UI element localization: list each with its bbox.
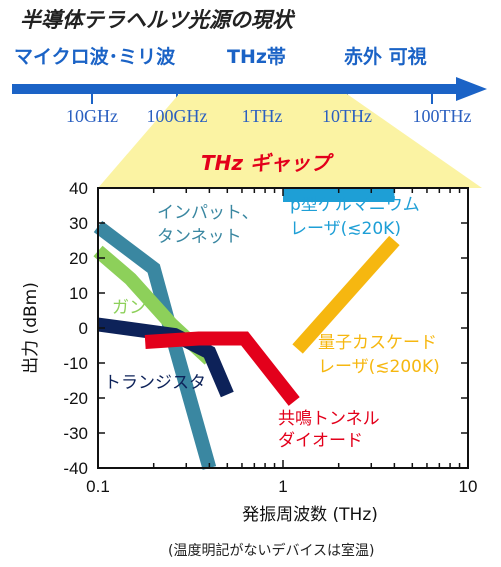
series-qcl-label: レーザ(≲200K) [318, 357, 440, 377]
x-tick-label: 0.1 [86, 477, 110, 496]
band-label-ir-visible: 赤外 可視 [344, 46, 427, 68]
frequency-band-bar [12, 77, 487, 101]
y-tick-label: 20 [69, 249, 88, 268]
series-layer [93, 188, 400, 470]
band-label-thz: THz帯 [227, 46, 286, 68]
freq-label-1thz: 1THz [241, 106, 283, 126]
y-tick-label: -40 [63, 459, 88, 478]
series-impatt-tunnett-label: タンネット [157, 227, 242, 247]
y-tick-label: -30 [63, 424, 88, 443]
y-tick-label: 30 [69, 214, 88, 233]
thz-gap-label: THz ギャップ [201, 151, 330, 175]
x-tick-label: 1 [278, 477, 287, 496]
series-qcl-label: 量子カスケード [318, 333, 437, 353]
axis-tick-labels: 40 30 20 10 0 -10 -20 -30 -400.1 1 10 [63, 179, 477, 496]
y-tick-label: 10 [69, 284, 88, 303]
x-axis-title: 発振周波数 (THz) [242, 505, 378, 525]
series-rtd-label: 共鳴トンネル [278, 409, 380, 429]
series-gunn-label: ガン [112, 298, 146, 318]
thz-gap-highlight [98, 94, 482, 188]
band-label-microwave: マイクロ波･ミリ波 [14, 46, 176, 68]
freq-label-100thz: 100THz [412, 106, 472, 126]
series-rtd-label: ダイオード [278, 431, 363, 451]
series-labels: インパット、タンネットガントランジスタ共鳴トンネルダイオード量子カスケードレーザ… [104, 195, 440, 451]
x-tick-label: 10 [459, 477, 478, 496]
freq-label-10thz: 10THz [322, 106, 372, 126]
y-tick-label: -20 [63, 389, 88, 408]
freq-label-10ghz: 10GHz [66, 106, 118, 126]
y-tick-label: 40 [69, 179, 88, 198]
series-impatt-tunnett-label: インパット、 [157, 203, 259, 223]
axis-ticks [97, 187, 469, 469]
series-rtd [144, 331, 300, 406]
freq-label-100ghz: 100GHz [146, 106, 208, 126]
series-p-ge-laser-label: p型ゲルマニウム [290, 195, 420, 215]
series-p-ge-laser-label: レーザ(≲20K) [290, 219, 401, 239]
y-axis-title: 出力 (dBm) [21, 282, 41, 374]
y-tick-label: -10 [63, 354, 88, 373]
chart-title: 半導体テラヘルツ光源の現状 [20, 8, 293, 32]
series-transistor-label: トランジスタ [104, 373, 206, 393]
footnote: (温度明記がないデバイスは室温) [168, 543, 375, 559]
y-tick-label: 0 [79, 319, 88, 338]
series-qcl [292, 235, 400, 354]
